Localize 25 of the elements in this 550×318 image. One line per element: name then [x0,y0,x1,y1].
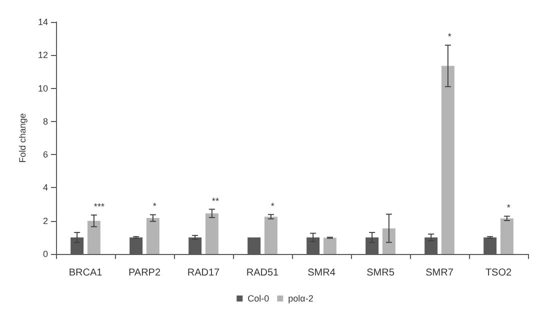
y-tick-label: 6 [42,150,48,160]
data-label: *** [94,202,105,212]
x-tick-label: RAD17 [187,268,220,278]
x-tick-label: RAD51 [246,268,280,278]
legend-label: polα-2 [288,294,314,304]
x-tick-label: SMR5 [366,268,395,278]
data-label: * [270,201,275,212]
data-label: * [448,32,452,42]
data-label: * [152,201,157,212]
y-tick-label: 12 [38,50,48,60]
y-tick-label: 4 [42,182,48,193]
data-label: ** [212,196,220,206]
y-tick-label: 14 [38,17,48,27]
x-tick-label: SMR4 [308,268,336,278]
x-tick-label: TSO2 [485,268,512,278]
legend-label: Col-0 [248,294,270,304]
x-tick-label: BRCA1 [68,268,103,278]
y-tick-label: 2 [42,216,48,226]
y-tick-label: 10 [38,83,48,94]
y-axis-title: Fold change [18,113,28,163]
y-tick-label: 8 [42,116,48,126]
x-tick-label: PARP2 [128,268,161,278]
data-label: * [506,202,511,213]
y-tick-label: 0 [42,249,48,259]
x-tick-label: SMR7 [426,268,454,278]
